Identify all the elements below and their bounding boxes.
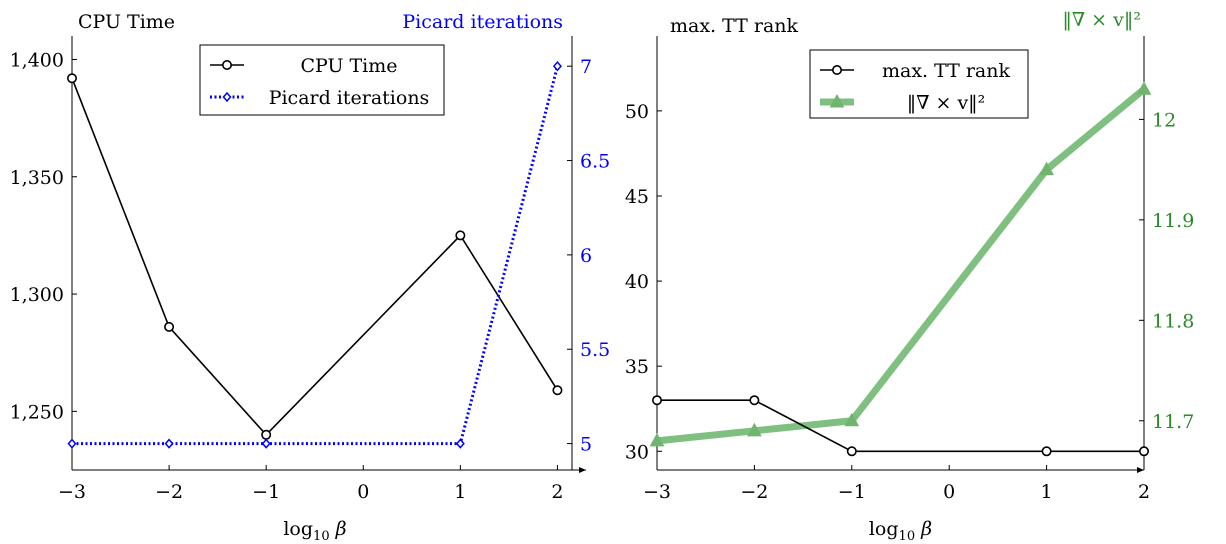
x-tick-label: 2 xyxy=(551,481,563,503)
x-axis-label: log10 β xyxy=(869,518,932,544)
series-1 xyxy=(67,73,563,440)
series-line xyxy=(71,77,559,436)
legend-marker xyxy=(222,91,232,103)
legend-label: Picard iterations xyxy=(269,87,430,109)
series-line xyxy=(657,399,1144,453)
x-tick-label: −2 xyxy=(155,481,183,503)
data-point xyxy=(552,61,562,72)
data-point xyxy=(67,73,78,84)
data-point xyxy=(552,385,563,396)
left-axis-title: max. TT rank xyxy=(670,15,799,37)
right-y-tick-label: 6 xyxy=(580,245,592,267)
x-tick-label: −3 xyxy=(643,481,671,503)
left-y-tick-label: 1,300 xyxy=(10,284,64,306)
left-y-tick-label: 50 xyxy=(625,101,649,123)
x-tick-label: −1 xyxy=(838,481,866,503)
right-y-tick-label: 6.5 xyxy=(580,151,610,173)
legend: max. TT rank ‖∇ × v‖² xyxy=(809,49,1029,119)
data-point xyxy=(164,438,174,449)
series-2 xyxy=(649,81,1152,447)
data-point xyxy=(1139,446,1150,457)
data-point xyxy=(67,438,77,449)
left-y-tick-label: 45 xyxy=(625,186,649,208)
data-point xyxy=(651,395,662,406)
data-point xyxy=(649,432,665,447)
left-y-tick-label: 40 xyxy=(625,271,649,293)
right-y-tick-label: 12 xyxy=(1152,109,1176,131)
x-tick-label: −3 xyxy=(58,481,86,503)
left-y-tick-label: 1,250 xyxy=(10,401,64,423)
right-y-tick-label: 5 xyxy=(580,434,592,456)
data-point xyxy=(164,321,175,332)
x-tick-label: −2 xyxy=(740,481,768,503)
series-line xyxy=(72,65,559,446)
data-point xyxy=(261,438,271,449)
data-point xyxy=(455,438,465,449)
legend-box xyxy=(809,49,1029,119)
chart-1: −3 −2 −1 0 1 2 log10 β 1,250 1,300 1,350 1,400 5 5.5… xyxy=(10,11,611,544)
right-y-tick-label: 11.7 xyxy=(1152,411,1194,433)
data-point xyxy=(1041,446,1052,457)
right-y-tick-label: 7 xyxy=(580,56,592,78)
x-tick-label: 1 xyxy=(454,481,466,503)
data-point xyxy=(844,412,860,427)
legend-label: CPU Time xyxy=(300,55,397,77)
data-point xyxy=(1039,161,1054,176)
x-axis-label: log10 β xyxy=(283,518,346,544)
data-point xyxy=(846,446,857,457)
x-tick-label: 1 xyxy=(1041,481,1053,503)
left-y-tick-label: 35 xyxy=(625,356,649,378)
x-tick-label: 0 xyxy=(357,481,369,503)
x-tick-label: −1 xyxy=(252,481,280,503)
left-y-tick-label: 1,400 xyxy=(10,49,64,71)
legend-marker xyxy=(222,59,233,70)
x-tick-label: 0 xyxy=(943,481,955,503)
legend: CPU Time Picard iterations xyxy=(199,44,445,116)
series-line xyxy=(656,86,1147,445)
legend-label: ‖∇ × v‖² xyxy=(907,92,986,114)
left-y-tick-label: 1,350 xyxy=(10,167,64,189)
data-point xyxy=(749,395,760,406)
right-y-tick-label: 11.8 xyxy=(1152,310,1194,332)
x-tick-label: 2 xyxy=(1138,481,1150,503)
legend-label: max. TT rank xyxy=(882,60,1011,82)
series-2 xyxy=(67,61,562,449)
legend-marker xyxy=(831,65,842,76)
x-axis-arrow xyxy=(1137,467,1144,473)
right-y-tick-label: 5.5 xyxy=(580,339,610,361)
legend-box xyxy=(199,44,445,116)
legend-marker xyxy=(829,93,845,108)
right-y-tick-label: 11.9 xyxy=(1152,210,1194,232)
series-1 xyxy=(651,395,1150,457)
x-axis-arrow xyxy=(579,467,586,473)
data-point xyxy=(747,422,762,437)
right-axis-title: ‖∇ × v‖² xyxy=(1062,9,1141,31)
left-y-tick-label: 30 xyxy=(625,441,649,463)
left-axis-title: CPU Time xyxy=(78,11,175,33)
right-axis-title: Picard iterations xyxy=(402,11,563,33)
data-point xyxy=(261,429,272,440)
data-point xyxy=(455,230,466,241)
data-point xyxy=(1136,81,1152,95)
